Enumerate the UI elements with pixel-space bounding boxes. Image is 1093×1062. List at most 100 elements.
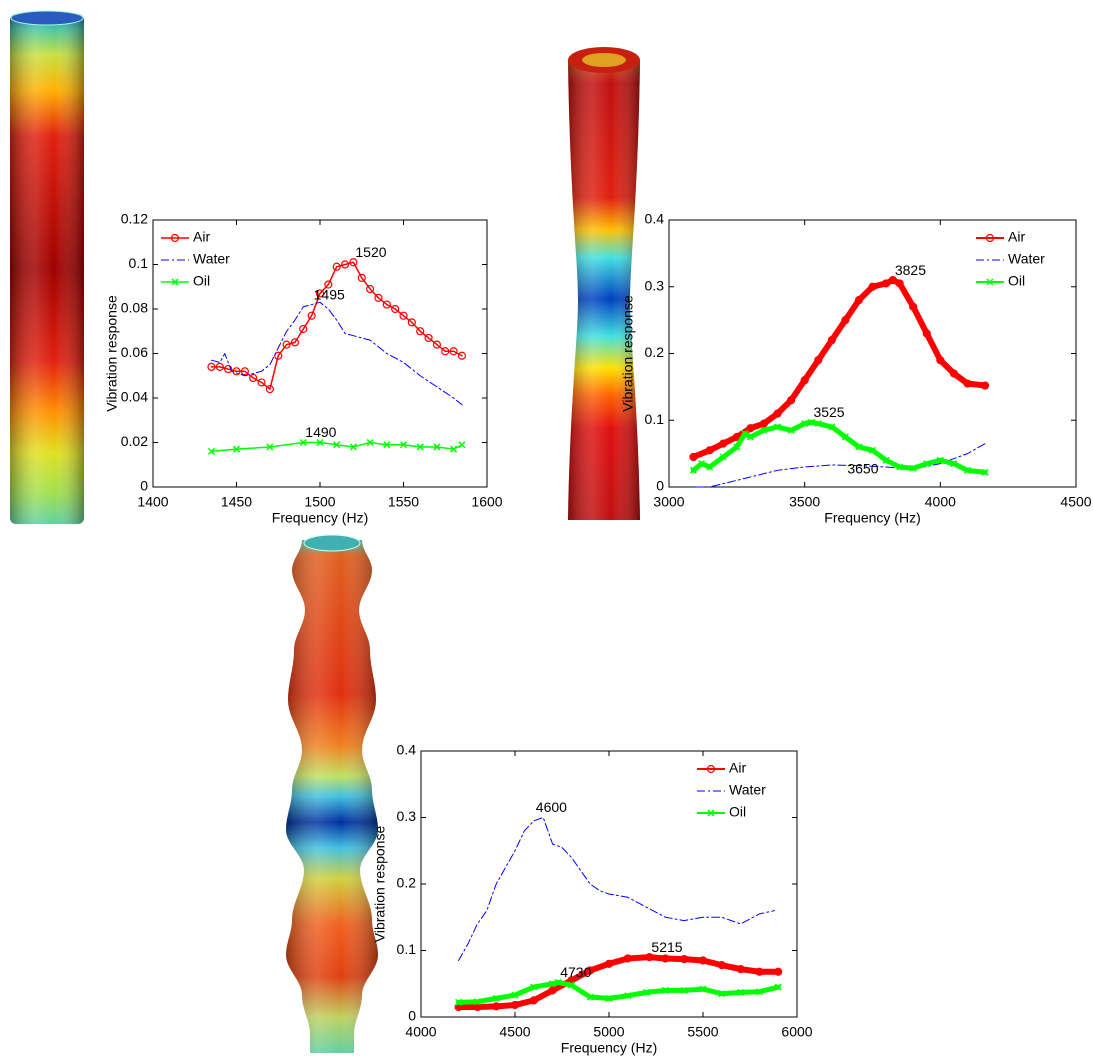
marker <box>680 986 688 994</box>
y-tick-label: 0.1 <box>397 941 417 957</box>
marker <box>529 996 538 1005</box>
marker <box>457 351 467 360</box>
legend-marker <box>707 809 715 817</box>
marker <box>307 311 316 320</box>
marker <box>936 456 944 464</box>
y-tick-label: 0.2 <box>397 875 417 891</box>
marker <box>450 445 458 453</box>
tube-image <box>568 47 640 520</box>
marker <box>950 460 958 468</box>
marker <box>717 961 726 970</box>
marker <box>719 439 728 448</box>
x-axis-label: Frequency (Hz) <box>272 510 368 526</box>
marker <box>473 998 481 1006</box>
x-tick-label: 3000 <box>653 494 684 510</box>
y-axis-label: Vibration response <box>620 295 636 412</box>
marker <box>868 446 877 454</box>
marker <box>548 986 557 995</box>
marker <box>530 983 538 991</box>
marker <box>814 356 823 365</box>
legend-label: Oil <box>193 273 210 289</box>
marker <box>349 258 358 267</box>
marker <box>760 426 768 434</box>
data-line <box>210 301 463 406</box>
marker <box>741 430 749 438</box>
marker <box>232 445 241 453</box>
marker <box>705 446 714 455</box>
annotation: 1520 <box>355 244 386 260</box>
marker <box>773 409 782 418</box>
legend-label: Water <box>729 782 766 798</box>
y-tick-label: 0.1 <box>645 411 665 427</box>
x-tick-label: 4500 <box>499 1024 530 1040</box>
chart: 1400 1450 1500 1550 1600 0 0.02 0.04 0.06 0.08 0.1… <box>104 211 503 526</box>
marker <box>909 464 917 472</box>
marker <box>774 983 782 991</box>
data-line <box>210 261 463 390</box>
annotation: 3650 <box>847 461 878 477</box>
marker <box>407 318 416 327</box>
marker <box>746 424 755 433</box>
marker <box>680 955 689 964</box>
data-line <box>695 443 986 488</box>
marker <box>800 376 809 385</box>
marker <box>855 443 863 451</box>
legend-label: Air <box>729 760 746 776</box>
data-line <box>690 277 989 460</box>
legend-label: Oil <box>729 804 746 820</box>
marker <box>586 966 595 975</box>
marker <box>868 282 877 291</box>
marker <box>706 463 714 471</box>
y-tick-label: 0 <box>408 1008 416 1024</box>
marker <box>733 443 741 451</box>
legend-marker <box>986 278 994 286</box>
x-tick-label: 1450 <box>221 494 252 510</box>
marker <box>643 988 651 996</box>
marker <box>458 441 466 449</box>
marker <box>492 994 500 1002</box>
x-tick-label: 1600 <box>471 494 502 510</box>
legend-label: Oil <box>1008 273 1025 289</box>
marker <box>689 466 697 474</box>
marker <box>645 953 654 962</box>
y-tick-label: 0 <box>656 478 664 494</box>
marker <box>786 396 796 405</box>
tube-image <box>10 10 84 524</box>
legend-label: Air <box>1008 229 1025 245</box>
marker <box>736 965 745 974</box>
marker <box>759 419 769 428</box>
annotation: 4600 <box>536 799 567 815</box>
marker <box>605 994 613 1002</box>
plot-area <box>420 750 798 1018</box>
annotation: 3825 <box>895 262 926 278</box>
annotation: 3525 <box>813 404 844 420</box>
marker <box>332 262 341 271</box>
y-tick-label: 0.12 <box>121 211 148 227</box>
marker <box>661 986 669 994</box>
marker <box>981 468 989 476</box>
marker <box>549 980 557 988</box>
marker <box>854 296 864 305</box>
marker <box>224 364 233 374</box>
y-tick-label: 0 <box>140 478 148 494</box>
marker <box>207 362 216 371</box>
marker <box>265 385 274 394</box>
x-tick-label: 4000 <box>405 1024 436 1040</box>
marker <box>774 967 783 976</box>
marker <box>299 324 308 334</box>
marker <box>755 967 764 976</box>
marker <box>755 988 763 996</box>
marker <box>814 420 822 428</box>
y-tick-label: 0.3 <box>397 808 417 824</box>
marker <box>895 279 904 288</box>
marker <box>909 302 918 311</box>
legend-marker <box>171 278 179 286</box>
y-tick-label: 0.4 <box>397 742 417 758</box>
marker <box>433 443 441 451</box>
marker <box>416 327 425 336</box>
marker <box>881 279 891 288</box>
marker <box>949 369 959 378</box>
marker <box>841 433 849 441</box>
marker <box>698 956 708 965</box>
x-tick-label: 1400 <box>137 494 168 510</box>
